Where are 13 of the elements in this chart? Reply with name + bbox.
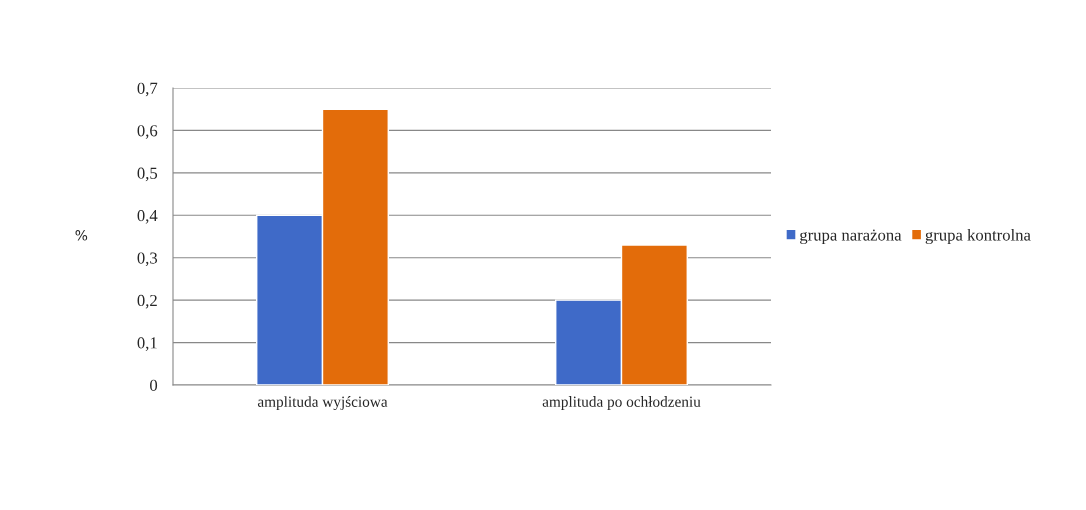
legend-label: grupa narażona [800, 229, 902, 245]
y-axis-title: % [75, 230, 88, 241]
y-tick-label: 0,3 [137, 252, 158, 267]
y-tick-label: 0 [150, 379, 158, 391]
y-tick-label: 0,5 [137, 167, 158, 182]
y-tick-label: 0,1 [137, 337, 157, 351]
legend-label: grupa kontrolna [925, 228, 1031, 245]
x-tick-label: amplituda wyjściowa [257, 396, 388, 411]
y-tick-label: 0,2 [137, 294, 157, 309]
x-tick-label: amplituda po ochłodzeniu [542, 396, 701, 410]
y-tick-label: 0,7 [137, 82, 158, 97]
y-tick-label: 0,6 [137, 125, 158, 139]
y-tick-label: 0,4 [137, 209, 158, 224]
